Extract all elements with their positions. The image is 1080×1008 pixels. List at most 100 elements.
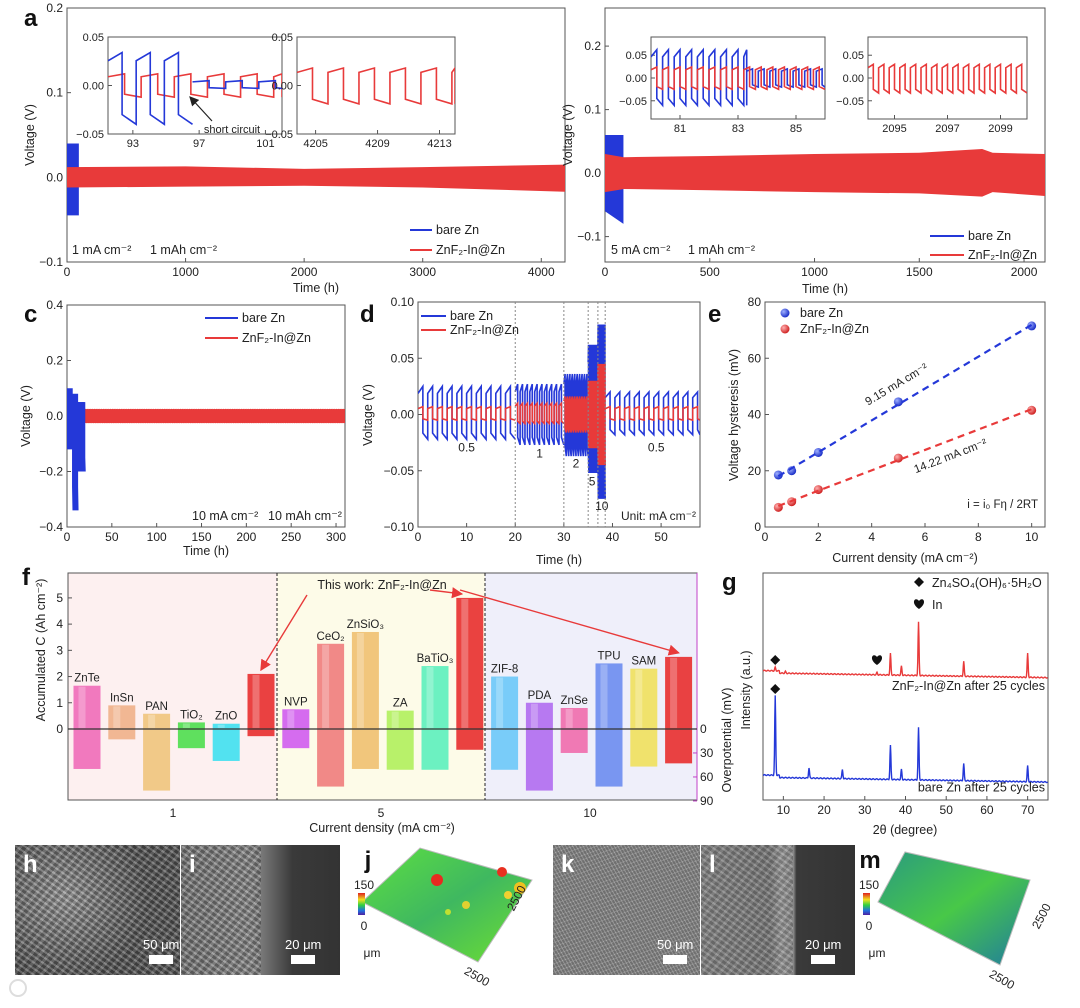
capacity-bar (665, 656, 693, 729)
plot-area (67, 388, 345, 511)
color-scale-bar (863, 893, 870, 915)
x-tick-label: 1500 (906, 265, 933, 279)
scale-bar-l: 20 μm (805, 937, 841, 964)
plot-frame (764, 301, 1046, 528)
panel-label-i: i (189, 851, 196, 878)
x-tick-label: 85 (790, 123, 802, 135)
x-tick-label: 0 (602, 265, 609, 279)
overpotential-bar (665, 728, 693, 764)
this-work-arrow (459, 589, 680, 656)
y-tick-label: 40 (748, 408, 762, 422)
voltage-trace-znf2-in-zn (604, 405, 700, 422)
overpotential-bar (247, 728, 275, 737)
capacity-bar (73, 685, 101, 729)
x-axis-label: Time (h) (293, 281, 339, 295)
panel-label-e: e (708, 301, 721, 328)
surface-peak (514, 882, 526, 894)
capacity-bar (560, 707, 588, 729)
bar-highlight (78, 686, 86, 728)
short-circuit-label: short circuit (204, 124, 260, 136)
y-axis-label: Voltage (V) (19, 385, 33, 447)
bar-highlight (530, 703, 538, 728)
x-tick-label: 4213 (427, 138, 451, 150)
bar-highlight (182, 723, 190, 728)
x-tick-label: 93 (127, 138, 139, 150)
voltage-trace-bare-zn (67, 388, 74, 450)
panel-label-c: c (24, 301, 37, 328)
bar-highlight (461, 598, 469, 728)
x-tick-label: 100 (147, 530, 167, 544)
watermark-logo-icon (9, 979, 27, 997)
x-tick-label: 81 (674, 123, 686, 135)
overpotential-bar (212, 728, 240, 761)
panel-label-l: l (709, 851, 716, 878)
diamond-marker-icon (770, 684, 781, 694)
capacity-bar (212, 723, 240, 729)
voltage-trace-znf2-in-zn (418, 405, 516, 422)
heart-marker-icon (871, 655, 883, 665)
x-tick-label: 40 (899, 803, 913, 817)
capacity-bar (177, 722, 205, 729)
y-tick-label: 3 (56, 643, 63, 657)
x-axis-label: 2θ (degree) (873, 823, 938, 837)
color-scale-max: 150 (859, 878, 879, 892)
capacity-bar (386, 710, 414, 729)
panel-label-j: j (364, 847, 372, 874)
x-tick-label: 1000 (172, 265, 199, 279)
capacity-bar (247, 673, 275, 729)
y-tick-label: −0.05 (619, 96, 647, 108)
capacity-bar (525, 702, 553, 729)
y-tick-label: 5 (56, 591, 63, 605)
this-work-arrow (260, 594, 308, 672)
sem-image-i: i 20 μm (181, 845, 340, 975)
x-axis-label: Time (h) (802, 282, 848, 296)
x-tick-label: 6 (922, 530, 929, 544)
current-density-label: 10 mA cm⁻² (192, 509, 258, 523)
y-tick-label: 0.2 (584, 39, 601, 53)
x-tick-label: 2095 (882, 123, 906, 135)
y-tick-label: −0.05 (836, 96, 864, 108)
surface-peak (462, 901, 470, 909)
overpotential-bar (525, 728, 553, 791)
legend-label: ZnF₂-In@Zn (800, 322, 869, 336)
color-scale-max: 150 (354, 878, 374, 892)
plot-area (108, 51, 282, 126)
x-axis-label: Current density (mA cm⁻²) (832, 551, 978, 565)
capacity-bar (143, 713, 171, 729)
bar-label: PAN (145, 701, 168, 713)
x-tick-label: 10 (777, 803, 791, 817)
panel-label-d: d (360, 301, 375, 328)
y-tick-label: −0.05 (265, 129, 293, 141)
sem-image-l: l 20 μm (701, 845, 855, 975)
y-tick-label: 0.4 (46, 298, 63, 312)
bar-label: TPU (598, 650, 621, 662)
y2-tick-label: 30 (700, 746, 714, 760)
y-axis-label: Voltage (V) (361, 384, 375, 446)
x-tick-label: 50 (654, 530, 668, 544)
y-tick-label: 0.10 (391, 295, 415, 309)
x-tick-label: 0 (762, 530, 769, 544)
voltage-band-znf2-in-zn (605, 148, 1045, 197)
voltage-trace-znf2-in-zn (597, 363, 606, 466)
bar-highlight (391, 711, 399, 728)
y-tick-label: 0.1 (584, 103, 601, 117)
bar-label: ZnTe (74, 673, 100, 685)
sem-image-k: k 50 μm (553, 845, 700, 975)
unit-note: Unit: mA cm⁻² (621, 509, 696, 523)
legend-label: bare Zn (242, 311, 285, 325)
x-tick-label: 20 (509, 530, 523, 544)
3d-surface-m (877, 851, 1031, 966)
y2-tick-label: 60 (700, 770, 714, 784)
axis-extent-label: 2500 (462, 964, 492, 990)
panel-label-f: f (22, 564, 31, 591)
y-tick-label: 0.2 (46, 354, 63, 368)
group-background (485, 573, 697, 800)
x-axis-label: Time (h) (536, 553, 582, 567)
y-axis-label: Voltage (V) (561, 104, 575, 166)
surface-peak (445, 909, 451, 915)
scale-bar-label: 50 μm (657, 937, 694, 952)
legend-marker (780, 308, 790, 318)
y-tick-label: 0 (56, 722, 63, 736)
bar-highlight (426, 667, 434, 728)
voltage-trace-znf2-in-zn (868, 62, 1027, 95)
